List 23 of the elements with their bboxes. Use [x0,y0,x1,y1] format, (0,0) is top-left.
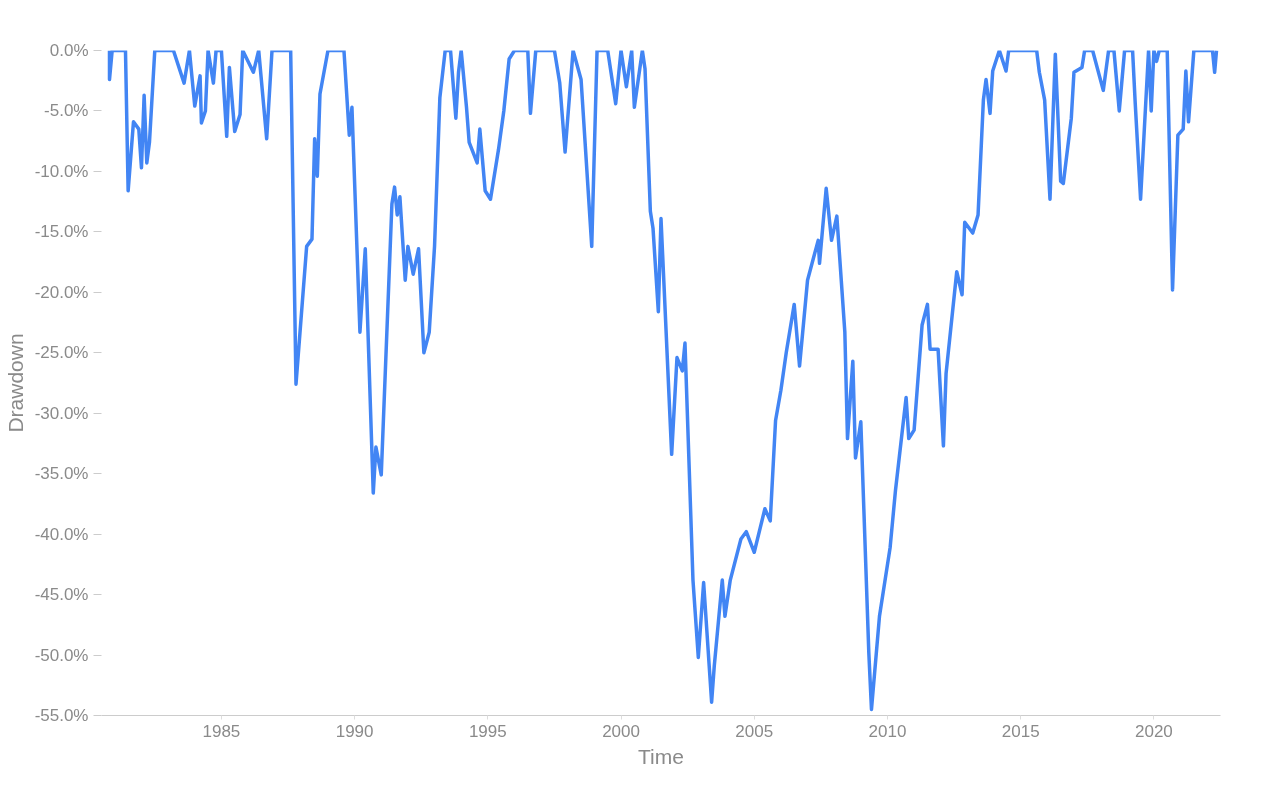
x-tick-label: 1985 [202,721,241,741]
x-tick-label: 2015 [1001,721,1040,741]
x-tick-label: 2020 [1134,721,1173,741]
y-tick-label: 0.0% [49,41,89,60]
y-axis-title: Drawdown [3,333,27,433]
x-tick-label: 2005 [735,721,774,741]
y-tick-label: -45.0% [34,585,89,605]
x-tick-label: 2000 [602,721,640,741]
line-series [107,50,1219,712]
y-tick-label: -30.0% [34,403,89,423]
y-tick-label: -20.0% [34,282,89,302]
y-tick-label: -25.0% [34,343,89,363]
y-tick-label: -10.0% [34,161,89,181]
x-tick-label: 1990 [335,721,374,741]
y-tick-label: -15.0% [34,222,89,242]
y-tick-label: -40.0% [34,524,89,544]
x-tick-label: 2010 [868,721,907,741]
y-tick-label: -50.0% [34,645,89,665]
y-tick-label: -5.0% [44,101,89,121]
y-tick-label: -55.0% [34,706,89,725]
x-axis-title: Time [638,744,684,768]
x-tick-label: 1995 [468,721,507,741]
y-tick-label: -35.0% [34,464,89,484]
